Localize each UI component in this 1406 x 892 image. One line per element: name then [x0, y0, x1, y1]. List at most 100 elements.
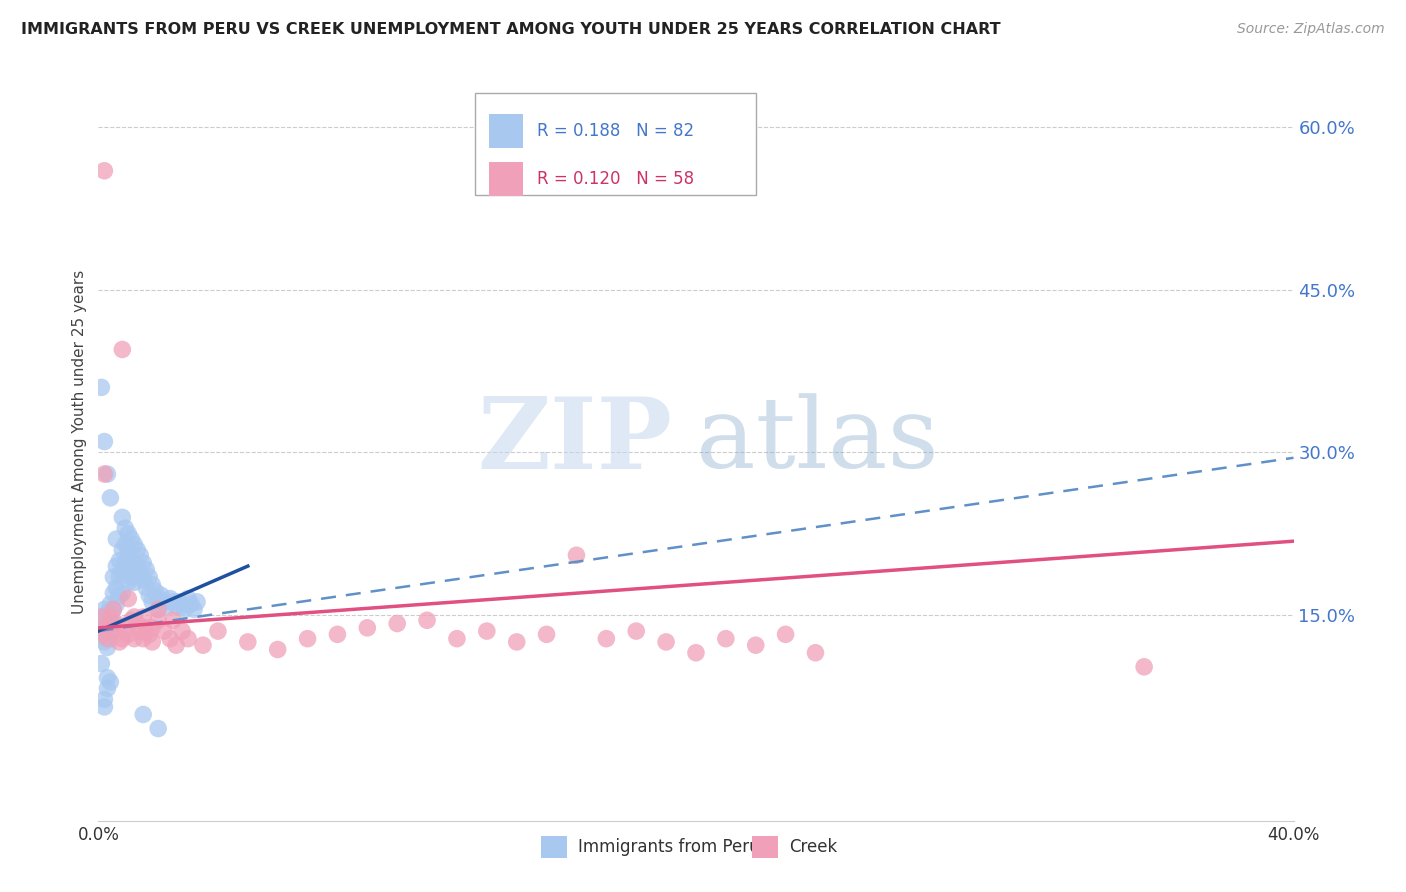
Text: R = 0.188   N = 82: R = 0.188 N = 82 — [537, 122, 695, 140]
Point — [96, 681, 118, 696]
Point — [655, 635, 678, 649]
Point — [105, 597, 128, 611]
Point — [114, 537, 136, 551]
Point — [172, 624, 194, 639]
Point — [114, 521, 136, 535]
Point — [129, 566, 152, 581]
Point — [177, 632, 200, 646]
Point — [207, 624, 229, 639]
Point — [236, 635, 259, 649]
Point — [177, 591, 200, 606]
Point — [120, 532, 142, 546]
Point — [129, 624, 152, 639]
Point — [141, 635, 163, 649]
Point — [103, 624, 125, 639]
Bar — [489, 161, 523, 196]
Point — [98, 621, 122, 635]
Point — [96, 640, 118, 655]
Point — [111, 542, 134, 557]
Point — [117, 542, 139, 557]
Point — [132, 573, 155, 587]
Point — [90, 610, 112, 624]
Point — [111, 632, 134, 646]
Text: Immigrants from Peru: Immigrants from Peru — [578, 838, 759, 856]
Point — [96, 632, 118, 646]
Point — [148, 722, 170, 736]
Point — [180, 597, 202, 611]
Point — [356, 621, 378, 635]
Point — [124, 537, 146, 551]
Point — [135, 581, 157, 595]
Point — [108, 570, 131, 584]
Point — [93, 618, 115, 632]
Point — [804, 646, 827, 660]
Text: IMMIGRANTS FROM PERU VS CREEK UNEMPLOYMENT AMONG YOUTH UNDER 25 YEARS CORRELATIO: IMMIGRANTS FROM PERU VS CREEK UNEMPLOYME… — [21, 22, 1001, 37]
Point — [626, 624, 648, 639]
Point — [98, 616, 122, 631]
Point — [132, 632, 155, 646]
Point — [129, 548, 152, 563]
Point — [93, 635, 115, 649]
Point — [108, 635, 131, 649]
Point — [98, 610, 122, 624]
Point — [138, 627, 160, 641]
Point — [506, 635, 529, 649]
Bar — [475, 93, 756, 195]
Point — [124, 556, 146, 570]
Point — [120, 613, 142, 627]
Bar — [489, 114, 523, 148]
Point — [148, 613, 170, 627]
Point — [111, 586, 134, 600]
Point — [120, 570, 142, 584]
Point — [96, 606, 118, 620]
Point — [117, 627, 139, 641]
Point — [595, 632, 617, 646]
Point — [96, 671, 118, 685]
Point — [165, 638, 187, 652]
Point — [162, 595, 184, 609]
Point — [326, 627, 349, 641]
Point — [1133, 660, 1156, 674]
Point — [117, 559, 139, 574]
Text: Creek: Creek — [789, 838, 837, 856]
Point — [105, 559, 128, 574]
Point — [297, 632, 319, 646]
Point — [159, 632, 181, 646]
Point — [141, 577, 163, 591]
Point — [114, 621, 136, 635]
Point — [385, 616, 409, 631]
Point — [183, 602, 205, 616]
Point — [93, 699, 115, 714]
Point — [148, 591, 170, 606]
Point — [143, 584, 166, 599]
Point — [127, 616, 149, 631]
Text: Source: ZipAtlas.com: Source: ZipAtlas.com — [1237, 22, 1385, 37]
Point — [117, 575, 139, 590]
Point — [167, 595, 190, 609]
Point — [148, 602, 170, 616]
Point — [162, 613, 184, 627]
Point — [93, 467, 115, 481]
Y-axis label: Unemployment Among Youth under 25 years: Unemployment Among Youth under 25 years — [72, 269, 87, 614]
Text: ZIP: ZIP — [477, 393, 672, 490]
Point — [111, 510, 134, 524]
Point — [124, 632, 146, 646]
Point — [165, 599, 187, 614]
Point — [127, 542, 149, 557]
Point — [124, 610, 146, 624]
Point — [93, 163, 115, 178]
Point — [103, 616, 125, 631]
Point — [775, 627, 797, 641]
Point — [111, 565, 134, 579]
Text: atlas: atlas — [696, 393, 939, 490]
Point — [98, 675, 122, 690]
Point — [98, 491, 122, 505]
Point — [135, 621, 157, 635]
Point — [267, 642, 290, 657]
Point — [174, 602, 197, 616]
Point — [93, 602, 115, 616]
Point — [96, 610, 118, 624]
Point — [132, 610, 155, 624]
Point — [90, 613, 112, 627]
Point — [103, 570, 125, 584]
